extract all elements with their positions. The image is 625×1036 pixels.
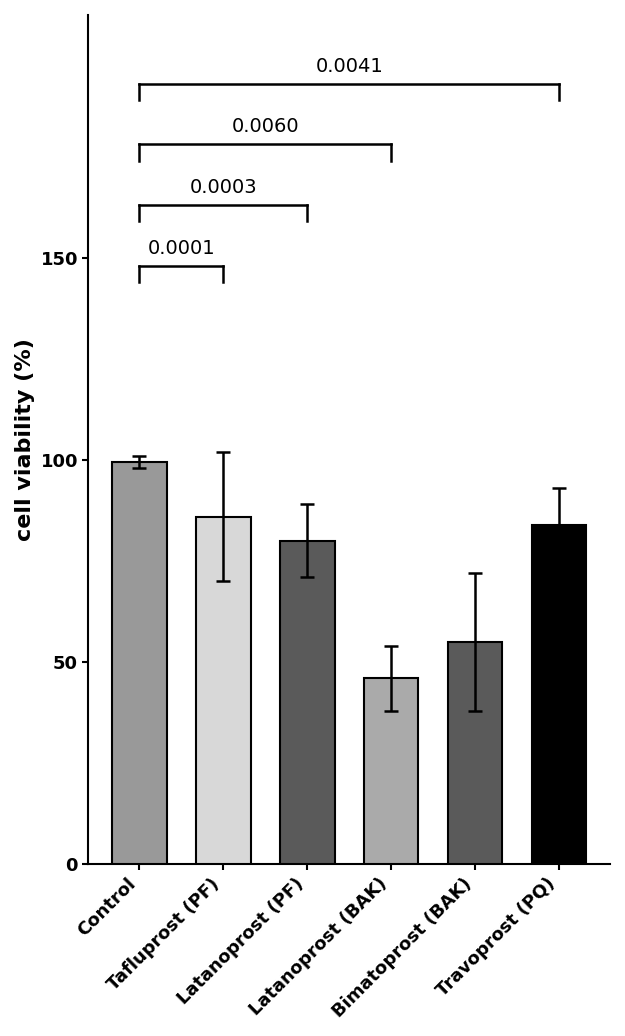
Text: 0.0001: 0.0001: [148, 238, 215, 258]
Bar: [196, 517, 251, 864]
Text: 0.0041: 0.0041: [316, 57, 383, 76]
Text: 0.0003: 0.0003: [189, 178, 257, 197]
Bar: [364, 679, 419, 864]
Y-axis label: cell viability (%): cell viability (%): [15, 339, 35, 541]
Bar: [532, 524, 586, 864]
Bar: [280, 541, 334, 864]
Bar: [448, 642, 503, 864]
Text: 0.0060: 0.0060: [231, 117, 299, 137]
Bar: [112, 462, 167, 864]
